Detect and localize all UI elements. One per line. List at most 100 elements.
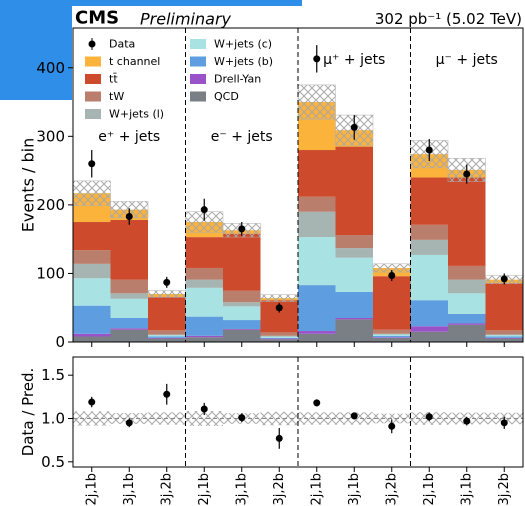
bar-segment	[485, 330, 523, 335]
bar-segment	[148, 330, 186, 335]
bar-segment	[410, 326, 448, 332]
data-point	[163, 278, 171, 286]
legend-swatch	[85, 74, 101, 84]
bar-segment	[73, 333, 111, 337]
bar-segment	[185, 267, 223, 280]
bar-segment	[448, 324, 486, 342]
x-tick-label: 2j,1b	[309, 473, 324, 506]
bar-segment	[448, 279, 486, 294]
bar-segment	[110, 298, 148, 319]
legend-label: Data	[109, 38, 135, 51]
legend-swatch	[190, 91, 206, 102]
bar-segment	[223, 306, 261, 321]
y-tick-label: 0	[55, 333, 65, 351]
legend-swatch	[85, 91, 101, 102]
bar-segment	[148, 336, 186, 338]
bar-segment	[335, 319, 373, 342]
bar-segment	[185, 279, 223, 288]
y-tick-label: 300	[36, 127, 65, 145]
ratio-point	[388, 422, 396, 430]
y-axis-label: Events / bin	[19, 138, 38, 232]
legend-swatch	[85, 109, 101, 119]
bar-segment	[185, 237, 223, 268]
channel-label: e⁺ + jets	[98, 129, 160, 145]
bar-segment	[148, 296, 186, 331]
bar-segment	[410, 300, 448, 327]
bar-segment	[260, 337, 298, 339]
uncertainty-band	[72, 180, 111, 206]
bar-segment	[298, 211, 336, 238]
uncertainty-band	[147, 290, 186, 298]
bar-segment	[223, 328, 261, 330]
ratio-point	[238, 414, 246, 422]
x-tick-label: 3j,2b	[497, 473, 512, 506]
bar-segment	[373, 337, 411, 342]
bar-segment	[260, 335, 298, 337]
lumi-label: 302 pb⁻¹ (5.02 TeV)	[375, 10, 522, 28]
channel-label: e⁻ + jets	[211, 129, 273, 145]
bar-segment	[485, 283, 523, 331]
bar-segment	[448, 265, 486, 280]
x-tick-label: 3j,2b	[384, 473, 399, 506]
ratio-point	[200, 405, 208, 413]
y-tick-label: 400	[36, 59, 65, 77]
bar-segment	[335, 248, 373, 258]
legend-label: W+jets (b)	[214, 55, 273, 68]
overlay-block	[0, 0, 72, 100]
bar-segment	[223, 320, 261, 329]
bar-segment	[73, 222, 111, 251]
y-tick-label: 200	[36, 196, 65, 214]
bar-segment	[110, 328, 148, 330]
bar-segment	[298, 150, 336, 197]
bar-segment	[373, 335, 411, 338]
bar-segment	[260, 338, 298, 340]
legend-label: W+jets (c)	[214, 38, 272, 51]
data-point	[238, 225, 246, 233]
channel-label: μ⁺ + jets	[323, 52, 385, 68]
bar-segment	[335, 146, 373, 236]
ratio-point	[350, 412, 358, 420]
bar-segment	[223, 302, 261, 307]
ratio-point	[125, 419, 133, 427]
bar-segment	[110, 219, 148, 280]
bar-segment	[335, 318, 373, 320]
bar-segment	[223, 329, 261, 342]
y-tick-label: 0.5	[41, 453, 65, 471]
bar-segment	[298, 196, 336, 212]
ratio-point	[313, 399, 321, 407]
bar-segment	[335, 291, 373, 319]
legend-swatch	[190, 39, 206, 49]
bar-segment	[373, 337, 411, 338]
bar-segment	[185, 316, 223, 336]
bar-segment	[148, 334, 186, 336]
bar-segment	[410, 177, 448, 225]
x-tick-label: 3j,2b	[272, 473, 287, 506]
bar-segment	[185, 335, 223, 338]
legend-label: tt̄	[109, 72, 118, 85]
legend-label: Drell-Yan	[214, 73, 261, 86]
status: Preliminary	[140, 10, 232, 29]
bar-segment	[260, 339, 298, 342]
bar-segment	[485, 337, 523, 339]
ratio-uncertainty-band	[73, 411, 111, 426]
x-tick-label: 2j,1b	[197, 473, 212, 506]
bar-segment	[373, 329, 411, 334]
bar-segment	[223, 233, 261, 291]
ratio-point	[275, 434, 283, 442]
legend-swatch	[85, 56, 101, 67]
legend-swatch	[190, 74, 206, 84]
bar-segment	[110, 293, 148, 299]
bar-segment	[485, 336, 523, 338]
bar-segment	[410, 331, 448, 342]
uncertainty-band	[297, 84, 336, 120]
bar-segment	[110, 318, 148, 329]
data-point	[88, 160, 96, 168]
bar-segment	[185, 337, 223, 342]
plot-frame	[72, 356, 524, 468]
data-point	[500, 275, 508, 283]
bar-segment	[410, 239, 448, 255]
bar-segment	[148, 338, 186, 342]
bar-segment	[448, 177, 486, 266]
ratio-point	[425, 413, 433, 421]
bar-segment	[373, 334, 411, 336]
